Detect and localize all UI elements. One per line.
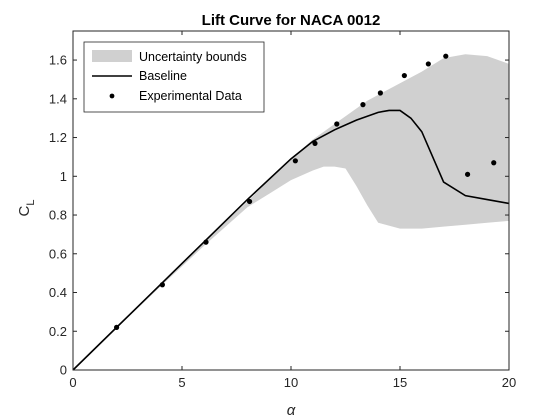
legend-label-baseline: Baseline [139, 69, 187, 83]
y-axis-label: CL [16, 200, 37, 217]
x-axis-label: α [287, 402, 296, 419]
experimental-data-point [464, 171, 471, 177]
y-tick-label: 0.6 [49, 246, 67, 261]
y-tick-label: 1.2 [49, 130, 67, 145]
experimental-data-point [159, 282, 165, 288]
y-axis-label-main: C [16, 205, 33, 216]
legend-swatch-uncertainty-bounds [92, 50, 132, 62]
uncertainty-band [73, 54, 509, 370]
y-tick-label: 1 [60, 169, 67, 184]
x-axis-ticks: 0 5 10 15 20 [69, 31, 516, 390]
baseline-line [72, 109, 510, 371]
experimental-data-point [246, 198, 253, 205]
y-axis-label-subscript: L [25, 200, 37, 206]
y-tick-label: 0 [60, 363, 67, 378]
experimental-data-point [377, 90, 383, 96]
x-tick-label: 5 [178, 375, 185, 390]
legend-swatch-experimental-data [109, 93, 115, 99]
legend-label-experimental-data: Experimental Data [139, 89, 242, 103]
y-axis-ticks: 0 0.2 0.4 0.6 0.8 1 1.2 1.4 1.6 [49, 53, 509, 378]
experimental-data-point [401, 72, 407, 79]
uncertainty-band-layer [73, 54, 509, 370]
y-tick-label: 0.4 [49, 285, 67, 300]
y-axis-label-group: CL [16, 200, 37, 217]
experimental-data-point [203, 239, 209, 245]
chart-legend: Uncertainty bounds Baseline Experimental… [83, 41, 265, 113]
x-tick-label: 0 [69, 375, 76, 390]
experimental-markers-layer [114, 53, 497, 330]
y-tick-label: 1.4 [49, 91, 67, 106]
experimental-data-point [312, 140, 318, 146]
chart-title: Lift Curve for NACA 0012 [202, 12, 381, 29]
experimental-data-point [491, 160, 497, 166]
experimental-data-point [425, 61, 431, 67]
x-tick-label: 10 [284, 375, 298, 390]
experimental-data-point [334, 121, 340, 127]
x-tick-label: 20 [502, 375, 516, 390]
y-tick-label: 0.2 [49, 324, 67, 339]
x-tick-label: 15 [393, 375, 407, 390]
y-tick-label: 0.8 [49, 208, 67, 223]
y-tick-label: 1.6 [49, 53, 67, 68]
experimental-data-point [292, 158, 298, 164]
baseline-line-layer [72, 109, 510, 371]
legend-label-uncertainty-bounds: Uncertainty bounds [139, 50, 247, 64]
experimental-data-point [443, 53, 449, 59]
experimental-data-point [360, 102, 366, 108]
experimental-data-point [114, 324, 120, 330]
